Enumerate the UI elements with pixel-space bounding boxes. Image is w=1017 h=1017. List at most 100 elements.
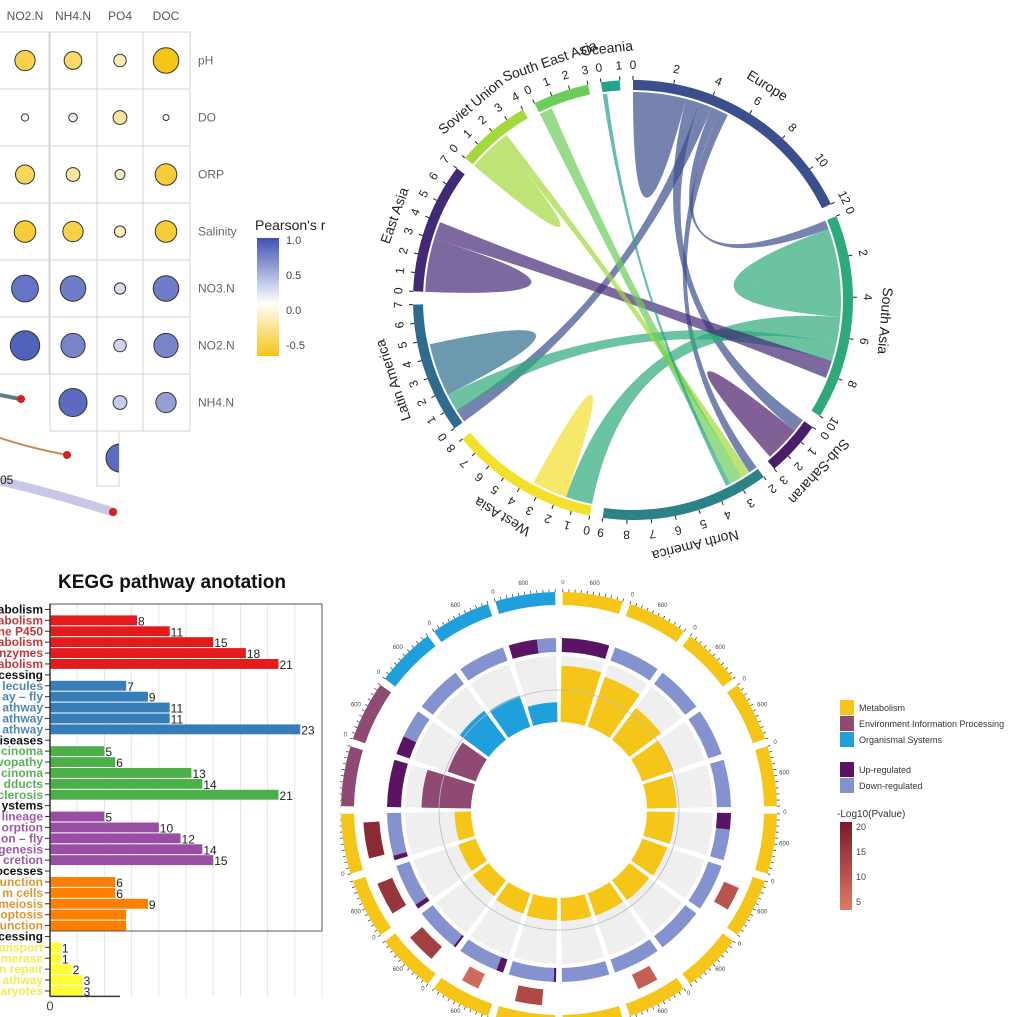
sector-arc bbox=[413, 168, 465, 292]
outer-scale-tick bbox=[386, 945, 389, 949]
sector-tick-label: 7 bbox=[648, 527, 656, 542]
pvalue-colorbar bbox=[840, 822, 852, 910]
sector-tick bbox=[474, 140, 479, 145]
row-label: pH bbox=[198, 54, 213, 68]
row-label: NH4.N bbox=[198, 396, 234, 410]
sector-tick-label: 6 bbox=[472, 470, 486, 485]
outer-scale-tick bbox=[732, 676, 736, 680]
outer-scale-tick bbox=[341, 849, 345, 851]
sector-tick bbox=[601, 517, 604, 522]
bar bbox=[50, 975, 83, 985]
outer-scale-tick bbox=[347, 873, 351, 875]
legend-tick-label: -0.5 bbox=[286, 340, 305, 352]
sector-tick bbox=[549, 91, 553, 96]
up-regulated-bar bbox=[508, 639, 539, 659]
outer-scale-tick bbox=[699, 976, 702, 980]
pathway-label: aryotes bbox=[0, 984, 43, 998]
correlation-bubble bbox=[60, 332, 86, 359]
sector-tick-label: 8 bbox=[623, 528, 630, 542]
outer-scale-label: 0 bbox=[372, 936, 376, 942]
sector-tick-label: 5 bbox=[416, 187, 432, 200]
outer-scale-tick bbox=[758, 897, 762, 900]
sector-tick-label: 2 bbox=[560, 67, 571, 82]
down-regulated-bar bbox=[387, 812, 407, 856]
correlation-bubble bbox=[113, 338, 127, 353]
outer-scale-tick bbox=[732, 940, 736, 944]
chord-link bbox=[566, 315, 841, 504]
sector-tick-label: 4 bbox=[713, 74, 725, 90]
bar bbox=[50, 898, 148, 909]
outer-category-arc bbox=[433, 603, 493, 643]
outer-scale-tick bbox=[772, 762, 776, 765]
down-regulated-bar bbox=[610, 647, 658, 681]
outer-scale-tick bbox=[377, 934, 381, 938]
bar bbox=[50, 659, 279, 669]
up-regulated-bar bbox=[453, 934, 464, 948]
correlation-matrix-chart: NO2.N NH4.N PO4 DOC pH DO ORP Salinity NO3.N NO2.… bbox=[0, 9, 326, 517]
correlation-bubble bbox=[154, 220, 178, 243]
outer-scale-label: 0 bbox=[344, 732, 348, 738]
outer-scale-label: 0 bbox=[631, 592, 635, 598]
sector-tick-label: 2 bbox=[672, 62, 681, 77]
outer-scale-label: 600 bbox=[715, 645, 726, 651]
chart-title: KEGG pathway anotation bbox=[58, 572, 286, 593]
sector-tick-label: 2 bbox=[414, 396, 430, 408]
down-regulated-bar bbox=[460, 647, 508, 681]
outer-scale-tick bbox=[740, 688, 744, 691]
outer-scale-label: 0 bbox=[421, 986, 425, 992]
outer-scale-tick bbox=[463, 610, 466, 614]
sector-label: Europe bbox=[744, 67, 791, 105]
sector-tick bbox=[442, 181, 447, 185]
legend-label: Down-regulated bbox=[859, 781, 923, 791]
pathway-label: merase bbox=[1, 951, 43, 965]
outer-category-arc bbox=[625, 977, 685, 1017]
sector-tick-label: 5 bbox=[698, 516, 709, 531]
outer-scale-tick bbox=[511, 593, 514, 597]
pathway-label: cretion bbox=[3, 853, 43, 867]
sector-tick bbox=[504, 116, 508, 121]
outer-scale-tick bbox=[678, 625, 681, 629]
bar bbox=[50, 702, 170, 713]
circos-enrichment-panel: 0 600 0 600 0 600 0 600 0 600 0 600 0 600 0 600 0 600 0 600… bbox=[340, 580, 1017, 1017]
bar bbox=[50, 855, 214, 866]
outer-scale-tick bbox=[616, 596, 619, 600]
group-label: ystems bbox=[2, 799, 44, 813]
bar-value-label: 14 bbox=[203, 843, 217, 857]
outer-scale-tick bbox=[359, 903, 363, 906]
sector-tick bbox=[673, 79, 676, 84]
outer-scale-tick bbox=[755, 714, 759, 717]
outer-category-arc bbox=[433, 977, 493, 1017]
pathway-label: genesis bbox=[0, 842, 43, 856]
correlation-bubble bbox=[63, 51, 83, 70]
bar bbox=[50, 680, 127, 691]
sector-tick-label: 1 bbox=[423, 414, 439, 427]
pvalue-tick-label: 20 bbox=[856, 822, 866, 832]
bar-value-label: 11 bbox=[171, 625, 184, 639]
rich-factor-bar bbox=[421, 769, 475, 809]
rich-factor-bar bbox=[454, 811, 475, 841]
sector-tick bbox=[516, 488, 520, 493]
sector-tick bbox=[849, 338, 854, 340]
sector-arc bbox=[811, 216, 853, 417]
pathway-label: athway bbox=[2, 711, 43, 725]
outer-scale-tick bbox=[463, 1006, 466, 1010]
outer-category-arc bbox=[682, 635, 734, 687]
down-regulated-bar bbox=[561, 961, 610, 982]
column-header: DOC bbox=[153, 9, 180, 23]
correlation-bubble bbox=[113, 53, 127, 68]
outer-scale-tick bbox=[416, 640, 419, 644]
outer-category-arc bbox=[562, 1006, 623, 1017]
bar-value-label: 10 bbox=[160, 821, 174, 835]
outer-scale-tick bbox=[354, 892, 358, 894]
network-node bbox=[63, 451, 71, 459]
outer-category-arc bbox=[352, 876, 392, 936]
outer-scale-tick bbox=[657, 1004, 660, 1008]
outer-scale-tick bbox=[349, 880, 353, 883]
pathway-label: ay – fly bbox=[2, 690, 43, 704]
chord-link bbox=[434, 222, 832, 378]
sector-tick bbox=[743, 490, 746, 494]
pathway-label: meiosis bbox=[0, 897, 43, 911]
pathway-label: lecules bbox=[2, 679, 43, 693]
bar bbox=[50, 691, 148, 702]
down-regulated-bar bbox=[421, 905, 463, 946]
